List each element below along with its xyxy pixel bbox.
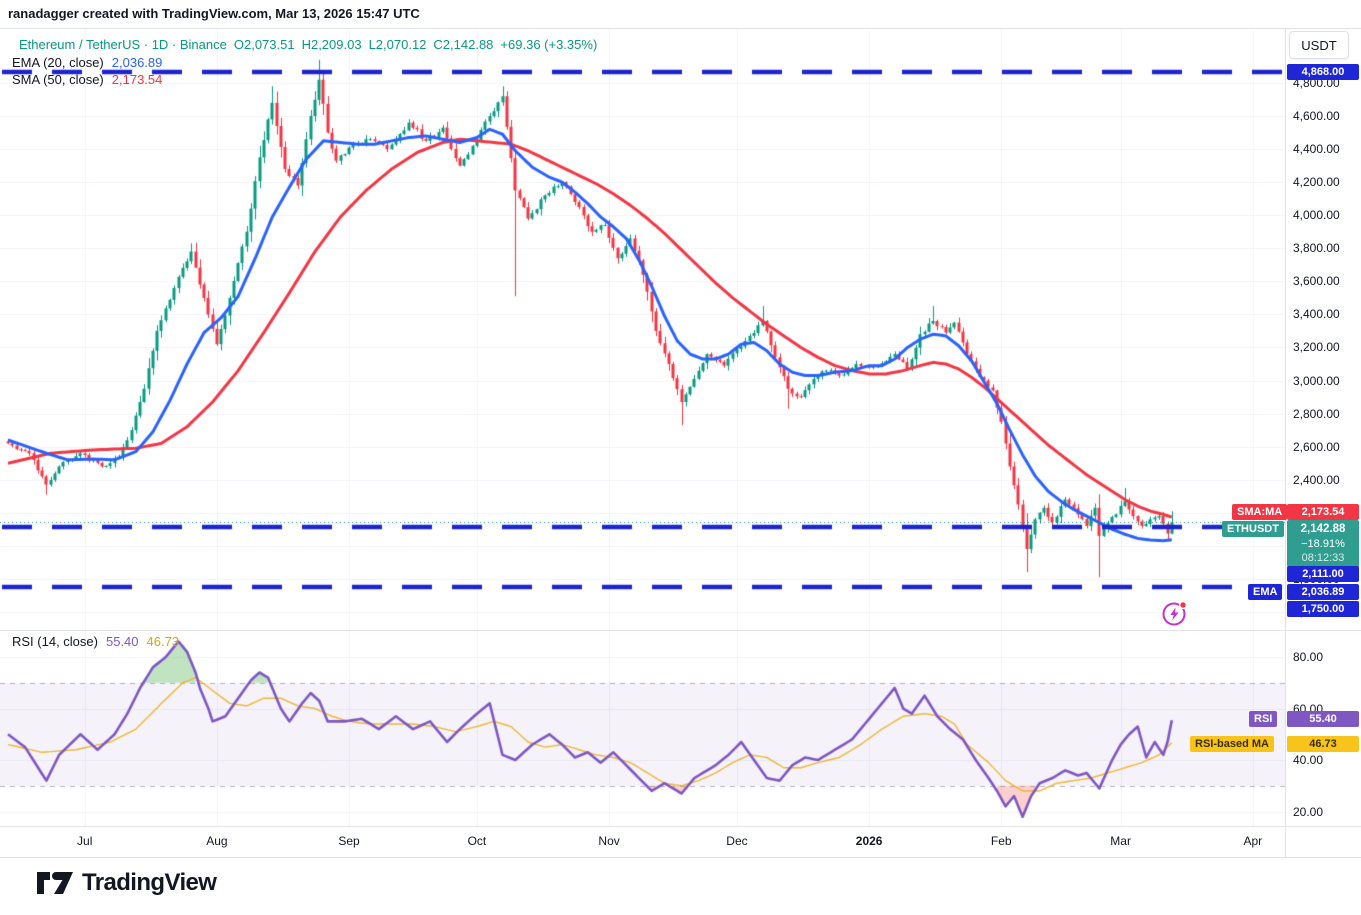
rsi-legend-value: 55.40 [105,634,139,649]
tradingview-logo-text: TradingView [82,869,217,896]
price-axis-label: 3,200.00 [1293,340,1340,355]
rsi-ma-axis-tag[interactable]: RSI-based MA [1190,736,1274,752]
ohlc-change: +69.36 (+3.35%) [500,37,598,52]
sma-legend-label[interactable]: SMA (50, close) [12,72,104,87]
ema-value-badge[interactable]: 2,036.89 [1287,584,1359,600]
chart-bottom-border [0,857,1361,858]
attribution-text: ranadagger created with TradingView.com,… [8,6,420,21]
time-axis-label: Sep [338,834,360,848]
time-axis-label: Aug [206,834,228,848]
sma-axis-tag[interactable]: SMA:MA [1232,504,1288,520]
ema-axis-tag[interactable]: EMA [1248,584,1283,600]
rsi-legend[interactable]: RSI (14, close) 55.40 46.73 [12,634,179,649]
time-axis-label: Dec [726,834,748,848]
ohlc-open: O2,073.51 [233,37,295,52]
price-axis-label: 4,000.00 [1293,208,1340,223]
time-axis-label: 2026 [855,834,883,848]
price-axis-label: 4,400.00 [1293,142,1340,157]
rsi-axis-label: 40.00 [1293,753,1324,768]
upper-level-price-badge[interactable]: 4,868.00 [1287,64,1359,80]
lightning-icon[interactable] [1161,600,1188,627]
time-axis-label: Feb [990,834,1012,848]
ema-legend-row[interactable]: EMA (20, close) 2,036.89 [12,54,597,72]
price-axis-label: 3,000.00 [1293,373,1340,388]
symbol-legend-row[interactable]: Ethereum / TetherUS · 1D · Binance O2,073… [12,36,597,54]
bar-countdown: 08:12:33 [1301,552,1345,564]
currency-toggle-button[interactable]: USDT [1289,31,1349,59]
time-axis-label: Apr [1243,834,1263,848]
price-axis-label: 3,400.00 [1293,307,1340,322]
price-axis-separator [1285,28,1286,857]
pane-separator[interactable] [0,630,1361,631]
price-axis-label: 2,600.00 [1293,439,1340,454]
time-axis-separator [0,826,1361,827]
time-axis-label: Oct [467,834,487,848]
ema-legend-label[interactable]: EMA (20, close) [12,54,104,70]
ohlc-low: L2,070.12 [368,37,427,52]
rsi-axis-label: 80.00 [1293,650,1324,664]
ema-legend-value: 2,036.89 [111,54,163,70]
price-axis-label: 3,800.00 [1293,241,1340,256]
price-axis-label: 2,400.00 [1293,472,1340,487]
rsi-axis-label: 20.00 [1293,804,1324,819]
price-axis-label: 3,600.00 [1293,274,1340,289]
price-chart-canvas[interactable] [0,28,1285,826]
rsi-ma-value-badge[interactable]: 46.73 [1287,736,1359,752]
tradingview-logo-mark [37,872,73,894]
rsi-axis-tag[interactable]: RSI [1249,711,1278,727]
tradingview-logo[interactable]: TradingView [36,869,217,897]
sma-value-badge[interactable]: 2,173.54 [1287,504,1359,520]
price-axis-label: 2,800.00 [1293,406,1340,421]
rsi-value-badge[interactable]: 55.40 [1287,711,1359,727]
time-axis-label: Mar [1110,834,1131,848]
ohlc-close: C2,142.88 [433,37,494,52]
time-axis-label: Nov [598,834,620,848]
sma-legend-value: 2,173.54 [111,72,163,87]
price-axis-label: 4,200.00 [1293,175,1340,190]
chart-legend[interactable]: Ethereum / TetherUS · 1D · Binance O2,073… [12,36,597,89]
header-divider [0,28,1361,29]
symbol-axis-tag[interactable]: ETHUSDT [1222,521,1284,537]
ohlc-high: H2,209.03 [301,37,362,52]
current-price-badge[interactable]: 2,142.88 −18.91% 08:12:33 [1287,520,1359,567]
lower-level-price-badge[interactable]: 1,750.00 [1287,601,1359,617]
current-price-change: −18.91% [1301,538,1345,550]
sma-legend-row[interactable]: SMA (50, close) 2,173.54 [12,71,597,89]
mid-level-price-badge[interactable]: 2,111.00 [1287,566,1359,582]
rsi-legend-label[interactable]: RSI (14, close) [12,634,98,649]
time-axis-label: Jul [77,834,93,848]
price-axis-label: 4,600.00 [1293,109,1340,124]
rsi-ma-legend-value: 46.73 [146,634,180,649]
current-price-value: 2,142.88 [1300,523,1346,535]
symbol-title[interactable]: Ethereum / TetherUS · 1D · Binance [19,37,227,52]
